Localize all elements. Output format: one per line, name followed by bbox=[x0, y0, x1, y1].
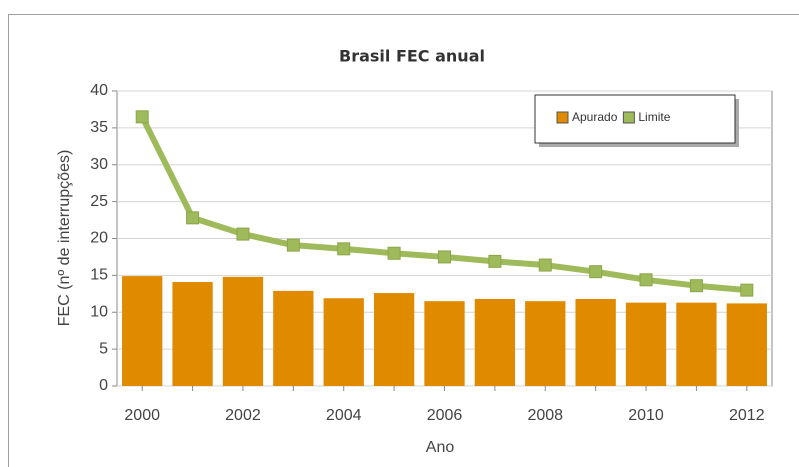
bar bbox=[273, 290, 314, 386]
bar bbox=[323, 298, 364, 386]
bar bbox=[525, 301, 566, 386]
x-tick-label: 2010 bbox=[628, 407, 664, 424]
x-tick-label: 2004 bbox=[326, 407, 362, 424]
marker bbox=[538, 258, 552, 272]
x-tick-label: 2002 bbox=[225, 407, 261, 424]
marker bbox=[337, 242, 351, 256]
marker bbox=[135, 110, 149, 124]
y-tick-label: 10 bbox=[90, 303, 108, 320]
bar bbox=[222, 276, 264, 386]
bar bbox=[726, 303, 767, 386]
x-tick-label: 2012 bbox=[729, 407, 765, 424]
y-tick-label: 15 bbox=[90, 267, 108, 284]
y-tick-label: 5 bbox=[99, 340, 108, 357]
legend-swatch bbox=[556, 111, 569, 124]
bar bbox=[676, 302, 717, 386]
marker bbox=[438, 250, 451, 264]
bar bbox=[172, 282, 213, 386]
marker bbox=[740, 283, 754, 297]
x-axis-label: Ano bbox=[426, 439, 455, 456]
x-tick-label: 2000 bbox=[124, 407, 160, 424]
bar bbox=[625, 302, 667, 386]
marker bbox=[488, 254, 502, 268]
legend-label: Apurado bbox=[572, 110, 618, 124]
x-tick-label: 2006 bbox=[427, 407, 463, 424]
y-tick-label: 35 bbox=[90, 119, 108, 136]
bar bbox=[575, 298, 616, 386]
marker bbox=[387, 246, 401, 260]
y-tick-label: 25 bbox=[90, 193, 108, 210]
x-tick-label: 2008 bbox=[527, 407, 563, 424]
marker bbox=[186, 211, 200, 225]
marker bbox=[639, 273, 653, 287]
y-tick-label: 40 bbox=[90, 82, 108, 99]
y-axis-label: FEC (nº de interrupções) bbox=[56, 150, 73, 327]
y-tick-label: 0 bbox=[99, 377, 108, 394]
marker bbox=[236, 227, 250, 241]
y-tick-label: 30 bbox=[90, 156, 108, 173]
bar bbox=[122, 276, 163, 386]
marker bbox=[286, 238, 300, 252]
legend-swatch bbox=[622, 111, 635, 124]
y-tick-label: 20 bbox=[90, 230, 108, 247]
bar bbox=[474, 298, 516, 386]
bar bbox=[373, 293, 415, 386]
chart-title: Brasil FEC anual bbox=[339, 47, 485, 66]
marker bbox=[689, 279, 703, 293]
marker bbox=[589, 265, 603, 279]
bar bbox=[424, 301, 465, 386]
legend-label: Limite bbox=[638, 110, 670, 124]
